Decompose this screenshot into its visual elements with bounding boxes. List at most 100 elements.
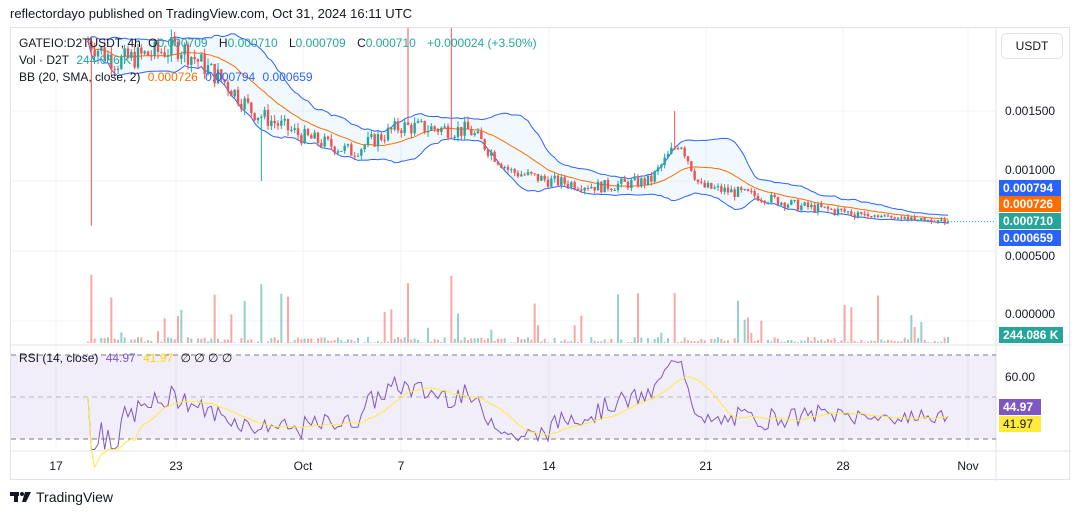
- candle-body: [226, 82, 230, 91]
- time-axis-label: 17: [49, 459, 63, 473]
- candle-body: [336, 151, 340, 153]
- candle-body: [353, 155, 356, 157]
- high-label: H: [218, 36, 228, 50]
- volume-bar: [417, 339, 419, 343]
- rsi-legend: RSI (14, close) 44.97 41.97 ∅ ∅ ∅ ∅: [19, 351, 236, 365]
- candle-body: [450, 137, 453, 139]
- chart-canvas[interactable]: [11, 28, 1071, 481]
- volume-bar: [497, 338, 499, 343]
- currency-button[interactable]: USDT: [1001, 33, 1063, 59]
- volume-bar: [847, 341, 849, 343]
- candle-body: [446, 126, 450, 138]
- volume-bar: [130, 339, 133, 343]
- volume-bar: [617, 294, 619, 343]
- candle-body: [903, 216, 906, 219]
- volume-bar: [420, 342, 423, 343]
- volume-bar: [773, 337, 776, 343]
- candle-body: [536, 173, 540, 181]
- candle-body: [606, 180, 610, 190]
- candle-body: [923, 217, 926, 221]
- volume-bar: [487, 338, 489, 343]
- price-axis-label: 0.001500: [1005, 104, 1056, 118]
- candle-body: [133, 51, 136, 68]
- candle-body: [273, 120, 276, 124]
- candle-body: [616, 183, 620, 190]
- volume-bar: [493, 340, 496, 343]
- candle-body: [850, 211, 853, 215]
- volume-bar: [600, 341, 603, 343]
- candle-body: [300, 135, 303, 144]
- volume-label[interactable]: Vol · D2T: [19, 53, 70, 67]
- volume-bar: [887, 340, 889, 343]
- candle-body: [893, 217, 896, 219]
- candle-body: [626, 181, 630, 189]
- candle-body: [276, 123, 280, 126]
- candle-body: [236, 89, 240, 104]
- candle-body: [803, 202, 806, 206]
- candle-body: [403, 122, 406, 134]
- candle-body: [270, 120, 273, 126]
- bb-basis-value: 0.000726: [147, 70, 198, 84]
- volume-bar: [720, 338, 723, 343]
- volume-bar: [200, 338, 203, 343]
- rsi-extra-values: ∅ ∅ ∅ ∅: [180, 351, 233, 365]
- volume-bar: [923, 339, 926, 343]
- volume-bar: [490, 329, 493, 343]
- volume-bar: [157, 331, 159, 343]
- rsi-ma-value: 41.97: [143, 351, 174, 365]
- volume-bar: [777, 338, 779, 343]
- candle-body: [630, 179, 633, 189]
- candle-body: [846, 211, 850, 213]
- tradingview-logo[interactable]: TradingView: [10, 489, 113, 505]
- volume-bar: [140, 337, 143, 343]
- candle-body: [316, 132, 320, 143]
- rsi-label[interactable]: RSI (14, close): [19, 351, 99, 365]
- candle-body: [550, 178, 553, 187]
- volume-bar: [203, 337, 206, 343]
- volume-bar: [187, 337, 189, 343]
- candle-body: [106, 54, 110, 60]
- volume-bar: [277, 340, 279, 343]
- volume-bar: [810, 340, 813, 343]
- candle-body: [383, 139, 386, 141]
- candle-body: [200, 54, 203, 62]
- candle-body: [793, 199, 796, 201]
- candle-body: [476, 131, 480, 134]
- bb-label[interactable]: BB (20, SMA, close, 2): [19, 70, 141, 84]
- volume-bar: [793, 341, 796, 343]
- open-value: 0.000709: [157, 36, 208, 50]
- chart-frame[interactable]: GATEIO:D2TUSDT, 4h O0.000709 H0.000710 L…: [10, 27, 1071, 481]
- candle-body: [306, 128, 310, 136]
- volume-bar: [603, 339, 606, 343]
- volume-bar: [220, 341, 223, 343]
- volume-bar: [117, 339, 119, 343]
- volume-bar: [297, 337, 299, 343]
- volume-bar: [457, 313, 459, 343]
- volume-bar: [347, 339, 349, 343]
- bb-fill: [88, 33, 948, 224]
- volume-bar: [440, 341, 443, 343]
- candle-body: [143, 51, 146, 54]
- candle-body: [766, 202, 770, 204]
- volume-bar: [657, 337, 659, 343]
- candle-body: [896, 217, 900, 219]
- candle-body: [520, 174, 523, 177]
- price-axis-label: 0.000500: [1005, 249, 1056, 263]
- volume-bar: [940, 341, 943, 343]
- change-value: +0.000024 (+3.50%): [427, 36, 537, 50]
- candle-body: [123, 48, 126, 57]
- volume-bar: [217, 338, 219, 343]
- volume-value: 244.086 K: [76, 53, 132, 67]
- volume-bar: [310, 338, 313, 343]
- candle-body: [326, 136, 330, 139]
- candle-body: [566, 183, 570, 188]
- candle-body: [533, 173, 536, 175]
- volume-bar: [560, 341, 563, 343]
- candle-body: [676, 148, 680, 150]
- candle-body: [780, 202, 783, 205]
- candle-body: [393, 121, 396, 130]
- symbol-label[interactable]: GATEIO:D2TUSDT, 4h: [19, 36, 141, 50]
- volume-bar: [533, 303, 536, 343]
- volume-bar: [943, 337, 946, 343]
- candle-body: [473, 133, 476, 136]
